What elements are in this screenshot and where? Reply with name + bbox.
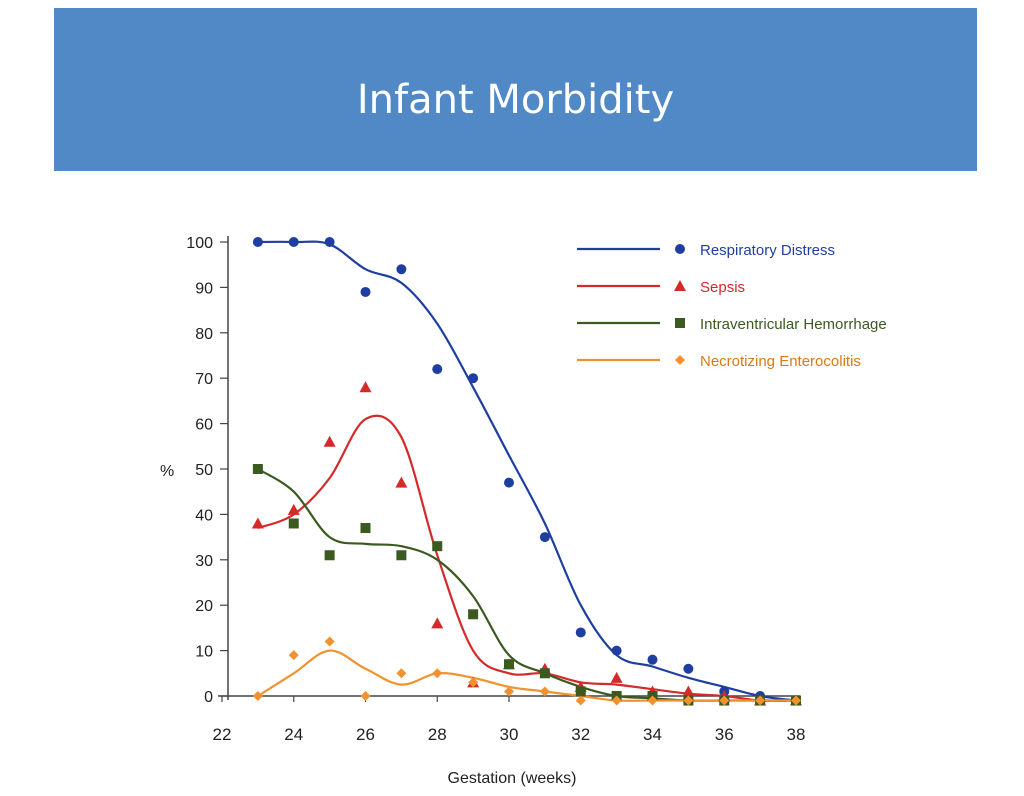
legend-label-intraventricular-hemorrhage: Intraventricular Hemorrhage xyxy=(700,316,887,333)
y-tick-label: 80 xyxy=(195,326,213,343)
necrotizing-enterocolitis-point xyxy=(252,691,263,701)
chart-axes: 0 10 20 30 40 50 60 70 80 90 100 22 24 26 28 30 32 34 36 38 xyxy=(186,235,805,744)
slide-title: Infant Morbidity xyxy=(356,77,675,123)
chart-data-points xyxy=(251,237,802,706)
respiratory-distress-point xyxy=(539,532,550,543)
sepsis-point xyxy=(359,381,372,393)
intraventricular-hemorrhage-point xyxy=(396,550,407,561)
necrotizing-enterocolitis-point xyxy=(324,636,335,647)
sepsis-point xyxy=(431,617,444,629)
intraventricular-hemorrhage-point xyxy=(539,668,550,679)
intraventricular-hemorrhage-point xyxy=(324,550,335,561)
necrotizing-enterocolitis-line xyxy=(257,649,796,702)
necrotizing-enterocolitis-point xyxy=(683,695,694,706)
x-tick-label: 26 xyxy=(356,725,375,744)
intraventricular-hemorrhage-line xyxy=(257,468,796,702)
respiratory-distress-point xyxy=(288,237,299,247)
y-axis-label: % xyxy=(160,463,174,480)
y-tick-label: 0 xyxy=(204,689,213,706)
sepsis-point xyxy=(251,517,264,529)
respiratory-distress-point xyxy=(360,286,371,297)
intraventricular-hemorrhage-point xyxy=(360,523,371,534)
intraventricular-hemorrhage-point xyxy=(288,518,299,529)
x-tick-label: 28 xyxy=(428,725,447,744)
intraventricular-hemorrhage-point xyxy=(575,686,586,697)
y-tick-label: 60 xyxy=(195,417,213,434)
respiratory-distress-point xyxy=(432,364,443,375)
respiratory-distress-point xyxy=(252,237,263,247)
necrotizing-enterocolitis-point xyxy=(539,686,550,697)
necrotizing-enterocolitis-point xyxy=(719,695,730,706)
x-tick-label: 36 xyxy=(715,725,734,744)
x-tick-label: 22 xyxy=(213,725,232,744)
title-banner: Infant Morbidity xyxy=(54,8,977,171)
respiratory-distress-point xyxy=(575,627,586,638)
legend-marker-necrotizing-enterocolitis xyxy=(675,355,685,365)
x-axis-label: Gestation (weeks) xyxy=(448,770,577,787)
y-tick-label: 10 xyxy=(195,644,213,661)
legend-marker-sepsis xyxy=(674,280,686,291)
necrotizing-enterocolitis-point xyxy=(504,686,514,697)
necrotizing-enterocolitis-point xyxy=(288,650,299,661)
y-tick-label: 40 xyxy=(195,507,213,524)
sepsis-point xyxy=(287,503,300,515)
y-tick-label: 70 xyxy=(195,371,213,388)
necrotizing-enterocolitis-point xyxy=(755,695,766,706)
x-tick-label: 34 xyxy=(643,725,662,744)
respiratory-distress-point xyxy=(504,477,514,488)
y-tick-label: 90 xyxy=(195,280,213,297)
y-tick-label: 20 xyxy=(195,598,213,615)
legend-marker-intraventricular-hemorrhage xyxy=(675,318,685,328)
intraventricular-hemorrhage-point xyxy=(252,464,263,474)
y-tick-label: 100 xyxy=(186,235,213,252)
respiratory-distress-point xyxy=(611,645,622,656)
necrotizing-enterocolitis-point xyxy=(432,668,443,679)
necrotizing-enterocolitis-point xyxy=(647,695,658,706)
intraventricular-hemorrhage-point xyxy=(504,659,514,670)
x-tick-label: 38 xyxy=(787,725,806,744)
x-tick-label: 30 xyxy=(500,725,519,744)
y-tick-label: 50 xyxy=(195,462,213,479)
x-tick-label: 32 xyxy=(571,725,590,744)
legend-label-sepsis: Sepsis xyxy=(700,279,745,296)
sepsis-point xyxy=(682,685,695,697)
necrotizing-enterocolitis-point xyxy=(575,695,586,706)
necrotizing-enterocolitis-point xyxy=(791,695,801,706)
chart-series-lines xyxy=(257,240,797,702)
chart-area: 0 10 20 30 40 50 60 70 80 90 100 22 24 26 28 30 32 34 36 38… xyxy=(0,171,1024,791)
chart-legend: Respiratory Distress Sepsis Intraventricul… xyxy=(577,242,887,370)
respiratory-distress-point xyxy=(647,654,658,665)
necrotizing-enterocolitis-point xyxy=(468,677,479,688)
necrotizing-enterocolitis-point xyxy=(396,668,407,679)
sepsis-point xyxy=(395,476,408,488)
sepsis-line xyxy=(257,414,797,702)
legend-marker-respiratory-distress xyxy=(675,244,685,254)
legend-label-necrotizing-enterocolitis: Necrotizing Enterocolitis xyxy=(700,353,861,370)
y-tick-label: 30 xyxy=(195,553,213,570)
x-tick-label: 24 xyxy=(284,725,303,744)
necrotizing-enterocolitis-point xyxy=(360,691,371,701)
necrotizing-enterocolitis-point xyxy=(611,695,622,706)
respiratory-distress-point xyxy=(683,663,694,674)
sepsis-point xyxy=(323,435,336,447)
respiratory-distress-line xyxy=(257,240,797,702)
respiratory-distress-point xyxy=(324,237,335,247)
respiratory-distress-point xyxy=(468,373,479,384)
morbidity-chart: 0 10 20 30 40 50 60 70 80 90 100 22 24 26 28 30 32 34 36 38… xyxy=(160,235,887,787)
intraventricular-hemorrhage-point xyxy=(468,609,479,620)
respiratory-distress-point xyxy=(396,264,407,275)
sepsis-point xyxy=(610,671,623,683)
legend-label-respiratory-distress: Respiratory Distress xyxy=(700,242,835,259)
intraventricular-hemorrhage-point xyxy=(432,541,443,552)
